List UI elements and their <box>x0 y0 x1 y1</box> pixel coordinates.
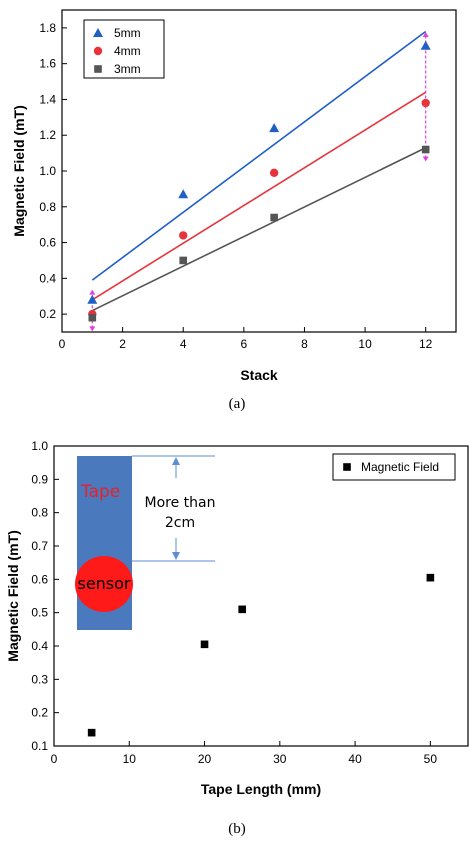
y-tick-label: 0.1 <box>31 739 48 753</box>
legend-label-3mm: 3mm <box>114 62 141 76</box>
y-tick-label: 1.0 <box>39 164 56 178</box>
distance-label-line1: More than <box>145 495 216 511</box>
legend-marker <box>343 463 351 471</box>
x-axis-label: Tape Length (mm) <box>201 781 321 797</box>
y-tick-label: 0.8 <box>39 200 56 214</box>
y-tick-label: 0.3 <box>31 672 48 686</box>
x-tick-label: 6 <box>241 337 248 351</box>
x-tick-label: 0 <box>59 337 66 351</box>
y-tick-label: 1.4 <box>39 92 56 106</box>
legend-label-4mm: 4mm <box>114 44 141 58</box>
fit-line-4mm <box>91 91 427 301</box>
error-bar-cap-bottom <box>89 326 96 332</box>
data-point-5mm <box>420 40 431 50</box>
y-tick-label: 0.2 <box>39 307 56 321</box>
distance-label-line2: 2cm <box>165 515 195 531</box>
y-tick-label: 0.2 <box>31 706 48 720</box>
data-point <box>200 640 209 649</box>
data-point-3mm <box>270 213 278 222</box>
data-point-4mm <box>421 98 430 108</box>
y-tick-label: 0.9 <box>31 472 48 486</box>
legend-box <box>332 453 456 481</box>
error-bar-cap-bottom <box>422 156 429 162</box>
data-point-4mm <box>179 231 188 240</box>
error-bar-cap-top <box>422 32 429 38</box>
y-tick-label: 0.8 <box>31 506 48 520</box>
error-bar-cap-top <box>89 289 96 295</box>
data-point-5mm <box>87 294 98 304</box>
data-point <box>426 573 435 582</box>
y-tick-label: 1.8 <box>39 21 56 35</box>
y-tick-label: 0.6 <box>39 236 56 250</box>
legend-marker-4mm <box>93 46 103 56</box>
legend-label-5mm: 5mm <box>114 26 141 40</box>
data-point-5mm <box>269 123 280 133</box>
data-point-4mm <box>269 168 279 177</box>
x-tick-label: 12 <box>419 337 433 351</box>
fit-line-3mm <box>91 147 427 312</box>
x-tick-label: 4 <box>180 337 187 351</box>
y-tick-label: 0.6 <box>31 572 48 586</box>
fit-line-5mm <box>91 30 427 281</box>
dimension-arrowhead-down <box>172 552 180 560</box>
panel-a: 0 2 4 6 8 10 12 0.2 0.4 0.6 0.8 1.0 1.2 1.4 1.6 1.8 Stac… <box>11 9 457 412</box>
y-tick-label: 0.4 <box>31 639 48 653</box>
y-tick-label: 0.5 <box>31 606 48 620</box>
y-tick-label: 0.4 <box>39 271 56 285</box>
legend-marker-5mm <box>93 28 103 37</box>
panel-caption: (a) <box>229 396 246 412</box>
x-tick-label: 0 <box>51 752 58 766</box>
x-tick-label: 10 <box>123 752 137 766</box>
dimension-arrowhead-up <box>172 457 180 465</box>
y-axis-label: Magnetic Field (mT) <box>5 530 21 661</box>
x-tick-label: 50 <box>424 752 438 766</box>
panel-caption: (b) <box>228 821 246 837</box>
data-point-3mm <box>179 256 188 265</box>
x-axis-label: Stack <box>240 367 278 383</box>
tape-label: Tape <box>80 482 120 502</box>
plot-area-frame <box>53 445 469 747</box>
data-point-3mm <box>421 145 430 154</box>
x-tick-label: 30 <box>273 752 287 766</box>
x-tick-label: 10 <box>358 337 372 351</box>
y-tick-label: 1.0 <box>31 439 48 453</box>
data-point <box>87 728 96 737</box>
legend-label: Magnetic Field <box>361 460 439 474</box>
data-point-5mm <box>178 189 189 199</box>
panel-b: 0 10 20 30 40 50 0.1 0.2 0.3 0.4 0.5 0.6 0.7 0.8 0.9 1.… <box>5 439 469 837</box>
data-point <box>238 605 246 614</box>
y-axis-label: Magnetic Field (mT) <box>11 105 27 236</box>
y-tick-label: 1.6 <box>39 57 56 71</box>
data-point-3mm <box>88 313 97 322</box>
x-tick-label: 8 <box>301 337 308 351</box>
y-tick-label: 0.7 <box>31 539 48 553</box>
y-tick-label: 1.2 <box>39 128 56 142</box>
x-tick-label: 20 <box>198 752 212 766</box>
x-tick-label: 2 <box>119 337 126 351</box>
sensor-label: sensor <box>77 574 130 593</box>
x-tick-label: 40 <box>348 752 362 766</box>
legend-marker-3mm <box>94 65 102 73</box>
sensor-illustration <box>75 556 133 612</box>
